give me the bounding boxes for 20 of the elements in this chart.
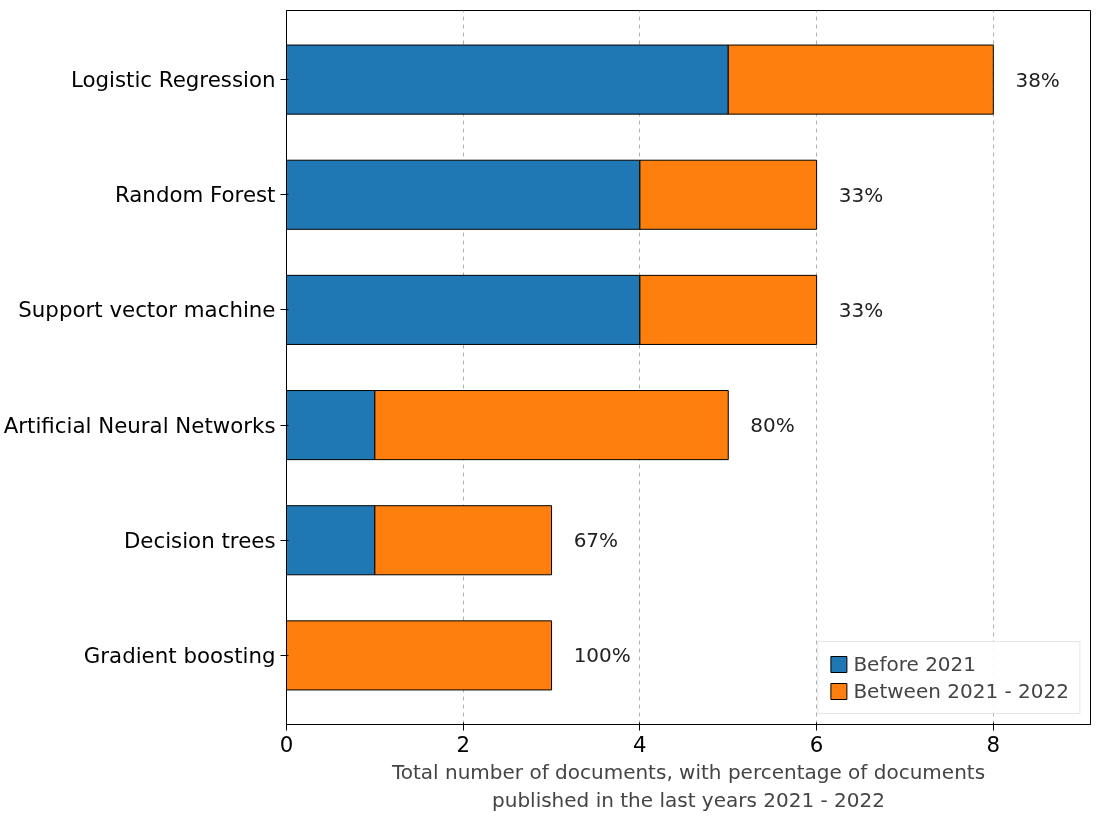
annotation: 38% [1015,67,1060,92]
y-tick-label: Decision trees [123,527,276,553]
x-tick-label: 6 [809,731,824,757]
annotation: 67% [573,528,619,553]
y-tick-label: Logistic Regression [70,67,276,93]
legend-label: Before 2021 [853,652,977,676]
x-tick-label: 8 [986,731,1001,757]
x-tick-label: 2 [456,731,470,757]
annotation: 33% [838,297,884,322]
annotation: 80% [750,413,795,438]
y-tick-label: Support vector machine [18,297,276,323]
y-tick-label: Artificial Neural Networks [3,412,276,438]
annotation: 33% [838,182,884,207]
y-tick-label: Gradient boosting [83,642,276,668]
y-tick-label: Random Forest [114,182,276,208]
legend-label: Between 2021 - 2022 [853,679,1069,703]
x-axis-title: Total number of documents, with percentage of documents published in the last years 2021 - 2022 [390,759,986,813]
annotation: 100% [573,643,631,668]
x-tick-label: 4 [633,731,647,757]
x-tick-label: 0 [279,731,294,757]
